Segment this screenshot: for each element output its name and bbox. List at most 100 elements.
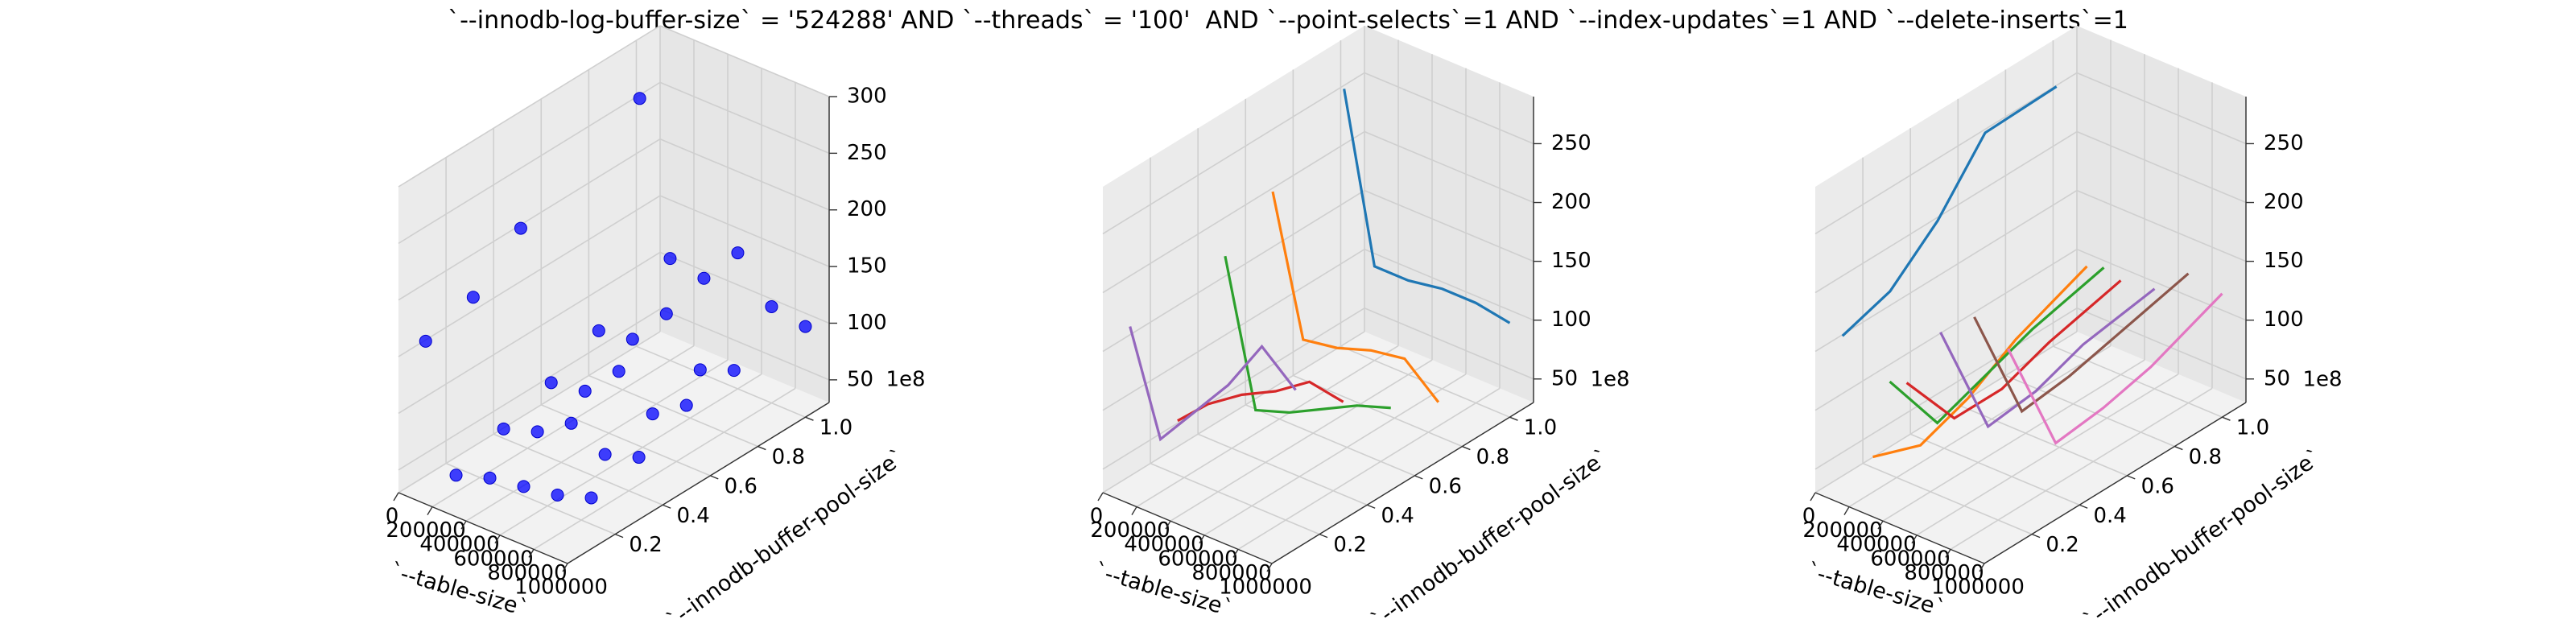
y-tick-label: 0.4 [677,504,710,528]
y-gridline [493,433,663,506]
z-gridline [659,81,830,155]
x-gridline [1136,345,1399,508]
y-tick [805,416,814,421]
y-gridline [1150,462,1320,535]
z-tick-label: 50 [2264,366,2290,390]
x-tick [562,563,568,572]
x-tick [427,506,433,515]
z-gridline [659,25,830,97]
data-point [551,488,564,502]
x-axis-line [1814,492,1985,564]
series-line [1905,279,2122,420]
data-point [483,471,497,485]
y-tick-label: 0.8 [772,445,805,469]
data-point [646,407,659,421]
z-gridline [2076,189,2247,262]
z-tick-label: 200 [847,197,887,221]
x-gridline [1237,387,1501,551]
y-tick [662,504,671,509]
y-tick-label: 0.4 [2094,504,2127,528]
data-point [663,252,677,266]
y-axis-scale-label: 1e8 [1590,368,1629,392]
x-tick [1097,492,1104,502]
y-tick-label: 1.0 [819,416,852,440]
z-tick-label: 150 [847,254,887,279]
y-tick-label: 0.6 [724,474,758,498]
y-gridline [2005,374,2175,448]
y-tick [614,533,624,539]
z-gridline [398,81,661,245]
y-tick-label: 0.2 [2046,533,2079,557]
x-tick [1232,549,1239,558]
back-pane [660,26,829,402]
series-line [1271,191,1440,403]
data-point [693,363,707,377]
data-point [419,334,432,348]
y-gridline [1293,374,1463,448]
x-tick [528,549,535,558]
data-point [449,469,463,482]
z-gridline [1814,72,2078,235]
z-gridline [1364,72,1534,145]
data-point [598,448,612,461]
x-tick [1945,549,1951,558]
z-gridline [659,138,830,211]
x-gridline [1882,359,2145,522]
data-point [679,398,693,412]
x-gridline [1916,374,2179,536]
z-tick-label: 150 [1551,249,1591,273]
z-gridline [659,308,830,381]
y-gridline [1245,404,1415,477]
y-tick [758,445,766,451]
y-tick-label: 0.2 [629,533,662,557]
y-tick-label: 1.0 [2236,416,2269,440]
x-gridline [499,374,762,536]
y-tick-label: 0.6 [2141,474,2174,498]
back-pane [2077,26,2246,402]
x-tick-label: 200000 [1802,518,1882,543]
z-gridline [398,25,661,188]
y-gridline [540,404,711,477]
data-point [497,422,510,436]
z-gridline [398,251,661,415]
y-tick [2174,445,2183,451]
y-axis-scale-label: 1e8 [2302,368,2342,392]
series-line [1129,326,1297,442]
data-point [632,451,646,464]
series-line [1872,265,2088,459]
y-tick-label: 0.8 [2189,445,2222,469]
data-point [799,320,812,333]
data-point [765,299,778,313]
series-line [2007,292,2223,445]
series-line [1224,255,1391,415]
left-pane [398,26,660,493]
data-point [697,271,711,285]
z-tick-label: 50 [1551,366,1578,390]
x-tick [1165,520,1171,530]
y-gridline [1957,404,2128,477]
x-tick-label: 1000000 [1219,576,1312,600]
z-gridline [1364,130,1534,204]
z-tick-label: 300 [847,85,887,109]
left-pane [1815,26,2077,493]
z-gridline [1102,130,1365,294]
x-tick [1199,535,1205,544]
x-gridline [533,387,796,551]
data-point [584,491,598,505]
x-tick [494,535,501,544]
x-tick-label: 800000 [487,561,567,585]
z-tick-label: 50 [847,367,873,391]
y-axis-line [1271,402,1534,564]
z-gridline [659,251,830,324]
data-point [612,365,625,378]
z-gridline [1814,249,2078,411]
y-tick [1319,533,1328,539]
x-tick-label: 0 [386,505,399,529]
data-point [544,376,558,390]
y-tick [2127,475,2136,480]
left-pane [1103,26,1364,493]
y-tick [710,475,719,480]
